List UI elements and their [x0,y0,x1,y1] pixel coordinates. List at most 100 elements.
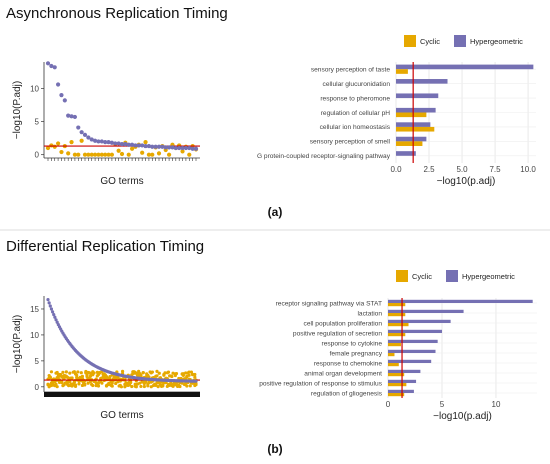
cyclic-point [88,374,93,378]
cyclic-point [108,375,112,379]
cyclic-point [110,384,114,388]
hypergeometric-point [54,318,58,322]
cyclic-point [188,384,192,388]
legend-swatch-cyclic [404,35,416,47]
hypergeometric-point [52,312,56,317]
legend-label-hypergeometric: Hypergeometric [462,272,515,281]
term-label: animal organ development [304,370,382,377]
x-tick-label: 0 [386,400,391,409]
cyclic-point [69,140,74,145]
y-tick-label: 10 [30,84,39,93]
cyclic-point [190,373,195,377]
cyclic-point [142,384,146,389]
hypergeometric-point [109,140,115,145]
cyclic-point [150,370,155,374]
cyclic-point [99,376,103,380]
hypergeometric-point [106,140,111,145]
x-tick-band [44,392,200,397]
cyclic-point [162,381,166,385]
hypergeometric-bar [396,136,427,142]
hypergeometric-bar [396,93,439,99]
cyclic-point [66,151,71,156]
panel-label-b: (b) [267,442,282,456]
cyclic-point [60,380,64,385]
cyclic-point [82,152,88,157]
cyclic-point [92,371,96,375]
cyclic-point [180,372,184,376]
hypergeometric-bar [396,79,448,84]
cyclic-point [81,383,86,387]
panel-label-a: (a) [268,205,283,219]
hypergeometric-point [49,63,54,69]
hypergeometric-point [49,307,54,311]
hypergeometric-point [123,141,128,147]
cyclic-point [146,152,152,157]
cyclic-point [166,370,171,374]
hypergeometric-point [103,140,108,145]
cyclic-point [150,152,155,157]
cyclic-point [129,146,135,151]
cyclic-point [135,372,140,376]
cyclic-bar [388,323,409,327]
cyclic-bar [388,343,401,347]
cyclic-point [143,140,148,145]
hypergeometric-points [46,298,198,383]
hypergeometric-point [48,304,52,308]
cyclic-point [116,148,121,153]
hypergeometric-bar [388,359,432,363]
cyclic-point [114,381,118,386]
term-label: cell population proliferation [304,320,383,327]
chart-title: Differential Replication Timing [6,238,204,255]
hypergeometric-point [173,145,178,151]
cyclic-point [146,384,150,388]
cyclic-bar [388,313,406,317]
hypergeometric-point [166,145,172,150]
cyclic-bar [388,393,405,397]
hypergeometric-bar [388,369,421,373]
cyclic-point [126,383,130,388]
y-tick-label: 5 [35,357,40,366]
cyclic-point [73,384,78,388]
legend-swatch-hypergeometric [446,270,458,282]
x-tick-label: 10.0 [520,165,536,174]
hypergeometric-point [119,141,125,147]
hypergeometric-bar [388,309,464,313]
cyclic-point [107,382,111,386]
term-label: response to pheromone [320,95,390,102]
x-axis-label: GO terms [100,176,143,187]
cyclic-point [68,379,72,384]
cyclic-point [187,152,192,157]
y-tick-label: 0 [35,383,40,392]
cyclic-point [153,382,157,387]
hypergeometric-point [79,130,84,135]
hypergeometric-point [96,139,101,144]
cyclic-point [62,383,66,387]
hypergeometric-point [69,114,74,119]
hypergeometric-point [180,145,185,151]
y-axis-label: −log10(P.adj) [12,81,23,139]
hypergeometric-bar [388,389,414,393]
cyclic-bar [388,383,407,387]
y-tick-label: 15 [30,305,39,314]
cyclic-point [89,152,94,157]
term-label: lactation [357,310,382,317]
cyclic-bar [396,112,427,118]
cyclic-point [133,382,137,386]
hypergeometric-points [45,61,199,151]
cyclic-point [145,372,149,376]
cyclic-point [187,370,191,374]
hypergeometric-point [45,61,51,66]
cyclic-point [174,371,179,376]
cyclic-point [53,380,57,384]
cyclic-point [85,373,89,377]
hypergeometric-point [156,144,162,149]
hypergeometric-point [163,145,168,150]
term-label: regulation of gliogenesis [311,390,383,397]
cyclic-point [59,374,63,378]
hypergeometric-point [99,139,104,144]
term-label: sensory perception of smell [310,139,391,146]
hypergeometric-point [59,93,64,98]
cyclic-point [193,375,197,379]
cyclic-point [70,376,74,380]
term-label: female pregnancy [330,350,383,357]
